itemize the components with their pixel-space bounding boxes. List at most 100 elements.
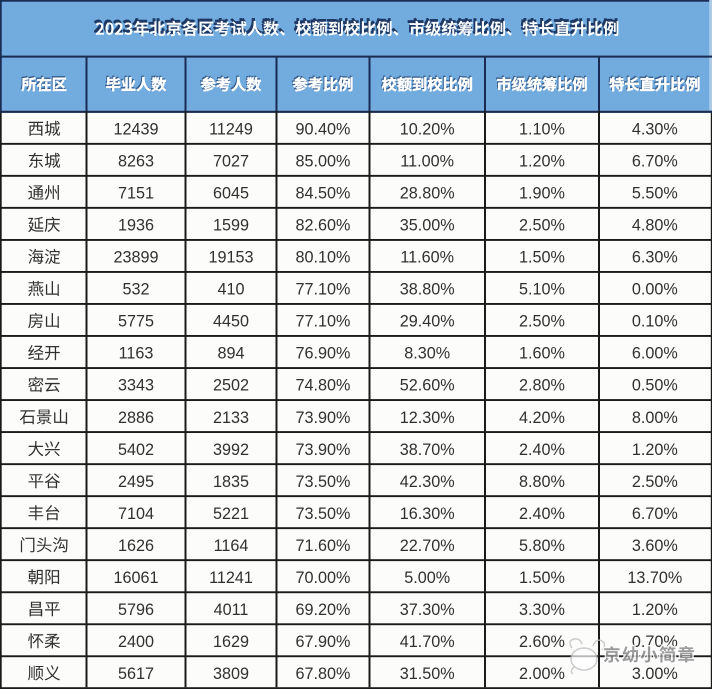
- svg-text:1.20%: 1.20%: [632, 601, 678, 619]
- svg-text:7027: 7027: [213, 153, 249, 171]
- svg-text:1599: 1599: [213, 217, 249, 235]
- svg-text:6.30%: 6.30%: [632, 249, 678, 267]
- svg-text:80.10%: 80.10%: [296, 249, 351, 267]
- svg-text:3.30%: 3.30%: [519, 601, 565, 619]
- svg-text:4011: 4011: [214, 601, 249, 619]
- svg-text:5617: 5617: [118, 665, 154, 683]
- svg-text:41.70%: 41.70%: [400, 633, 455, 651]
- svg-text:74.80%: 74.80%: [296, 377, 351, 395]
- svg-text:77.10%: 77.10%: [296, 281, 351, 299]
- svg-text:1626: 1626: [118, 537, 154, 555]
- svg-text:1.90%: 1.90%: [519, 185, 565, 203]
- svg-text:2.80%: 2.80%: [519, 377, 565, 395]
- svg-text:1936: 1936: [118, 217, 154, 235]
- svg-text:2.00%: 2.00%: [519, 665, 565, 683]
- svg-text:1.60%: 1.60%: [519, 345, 565, 363]
- svg-text:35.00%: 35.00%: [400, 217, 455, 235]
- svg-text:410: 410: [217, 281, 244, 299]
- svg-text:82.60%: 82.60%: [296, 217, 351, 235]
- svg-text:2400: 2400: [118, 633, 154, 651]
- svg-text:8.80%: 8.80%: [519, 473, 565, 491]
- svg-text:70.00%: 70.00%: [296, 569, 351, 587]
- svg-text:8.30%: 8.30%: [404, 345, 450, 363]
- svg-text:6.70%: 6.70%: [632, 505, 678, 523]
- svg-text:11.60%: 11.60%: [400, 249, 454, 267]
- svg-text:6.70%: 6.70%: [632, 153, 678, 171]
- svg-text:5.50%: 5.50%: [632, 185, 678, 203]
- svg-text:3.00%: 3.00%: [632, 665, 678, 683]
- svg-text:12439: 12439: [113, 121, 158, 139]
- svg-text:4.30%: 4.30%: [632, 121, 678, 139]
- svg-text:5.80%: 5.80%: [519, 537, 565, 555]
- svg-text:2.50%: 2.50%: [519, 217, 565, 235]
- svg-text:28.80%: 28.80%: [400, 185, 455, 203]
- svg-text:2.40%: 2.40%: [519, 441, 565, 459]
- svg-text:31.50%: 31.50%: [400, 665, 455, 683]
- svg-text:11.00%: 11.00%: [400, 153, 454, 171]
- svg-text:73.90%: 73.90%: [296, 441, 351, 459]
- svg-text:6045: 6045: [213, 185, 249, 203]
- svg-text:532: 532: [122, 281, 149, 299]
- svg-text:67.80%: 67.80%: [296, 665, 351, 683]
- svg-text:69.20%: 69.20%: [296, 601, 351, 619]
- svg-text:11241: 11241: [209, 569, 253, 587]
- svg-text:1.50%: 1.50%: [519, 569, 565, 587]
- svg-text:1.20%: 1.20%: [632, 441, 678, 459]
- svg-text:3.60%: 3.60%: [632, 537, 678, 555]
- svg-text:16061: 16061: [113, 569, 158, 587]
- svg-text:1163: 1163: [119, 345, 154, 363]
- svg-text:11249: 11249: [209, 121, 253, 139]
- svg-text:0.10%: 0.10%: [632, 313, 678, 331]
- svg-text:10.20%: 10.20%: [400, 121, 455, 139]
- svg-text:2502: 2502: [213, 377, 249, 395]
- svg-text:2.40%: 2.40%: [519, 505, 565, 523]
- svg-text:73.50%: 73.50%: [296, 473, 351, 491]
- svg-text:4450: 4450: [213, 313, 249, 331]
- svg-text:77.10%: 77.10%: [296, 313, 351, 331]
- svg-text:42.30%: 42.30%: [400, 473, 455, 491]
- svg-text:13.70%: 13.70%: [627, 569, 682, 587]
- svg-text:76.90%: 76.90%: [296, 345, 351, 363]
- svg-text:0.00%: 0.00%: [632, 281, 678, 299]
- svg-text:3809: 3809: [213, 665, 249, 683]
- svg-text:71.60%: 71.60%: [296, 537, 351, 555]
- svg-text:5.00%: 5.00%: [404, 569, 450, 587]
- svg-text:3992: 3992: [213, 441, 249, 459]
- svg-text:5775: 5775: [118, 313, 154, 331]
- svg-text:73.90%: 73.90%: [296, 409, 351, 427]
- svg-text:2886: 2886: [118, 409, 154, 427]
- svg-text:29.40%: 29.40%: [400, 313, 455, 331]
- svg-text:5.10%: 5.10%: [519, 281, 565, 299]
- svg-text:4.20%: 4.20%: [519, 409, 565, 427]
- svg-text:52.60%: 52.60%: [400, 377, 455, 395]
- svg-text:0.50%: 0.50%: [632, 377, 678, 395]
- svg-text:19153: 19153: [208, 249, 253, 267]
- svg-text:5221: 5221: [213, 505, 249, 523]
- svg-text:8263: 8263: [118, 153, 154, 171]
- svg-text:84.50%: 84.50%: [296, 185, 351, 203]
- svg-text:3343: 3343: [118, 377, 154, 395]
- svg-text:1835: 1835: [213, 473, 249, 491]
- svg-text:5402: 5402: [118, 441, 154, 459]
- svg-text:67.90%: 67.90%: [296, 633, 351, 651]
- svg-text:4.80%: 4.80%: [632, 217, 678, 235]
- svg-text:2133: 2133: [213, 409, 249, 427]
- svg-text:90.40%: 90.40%: [296, 121, 351, 139]
- svg-text:1.50%: 1.50%: [519, 249, 565, 267]
- svg-text:5796: 5796: [118, 601, 154, 619]
- svg-text:73.50%: 73.50%: [296, 505, 351, 523]
- svg-text:7104: 7104: [118, 505, 154, 523]
- svg-text:1164: 1164: [214, 537, 249, 555]
- svg-text:38.80%: 38.80%: [400, 281, 455, 299]
- svg-text:38.70%: 38.70%: [400, 441, 455, 459]
- svg-text:2.60%: 2.60%: [519, 633, 565, 651]
- svg-text:1.10%: 1.10%: [519, 121, 565, 139]
- svg-text:2.50%: 2.50%: [519, 313, 565, 331]
- svg-text:12.30%: 12.30%: [400, 409, 455, 427]
- svg-text:2.50%: 2.50%: [632, 473, 678, 491]
- svg-text:22.70%: 22.70%: [400, 537, 455, 555]
- svg-text:37.30%: 37.30%: [400, 601, 455, 619]
- svg-text:1.20%: 1.20%: [519, 153, 565, 171]
- svg-text:1629: 1629: [213, 633, 249, 651]
- svg-text:23899: 23899: [113, 249, 158, 267]
